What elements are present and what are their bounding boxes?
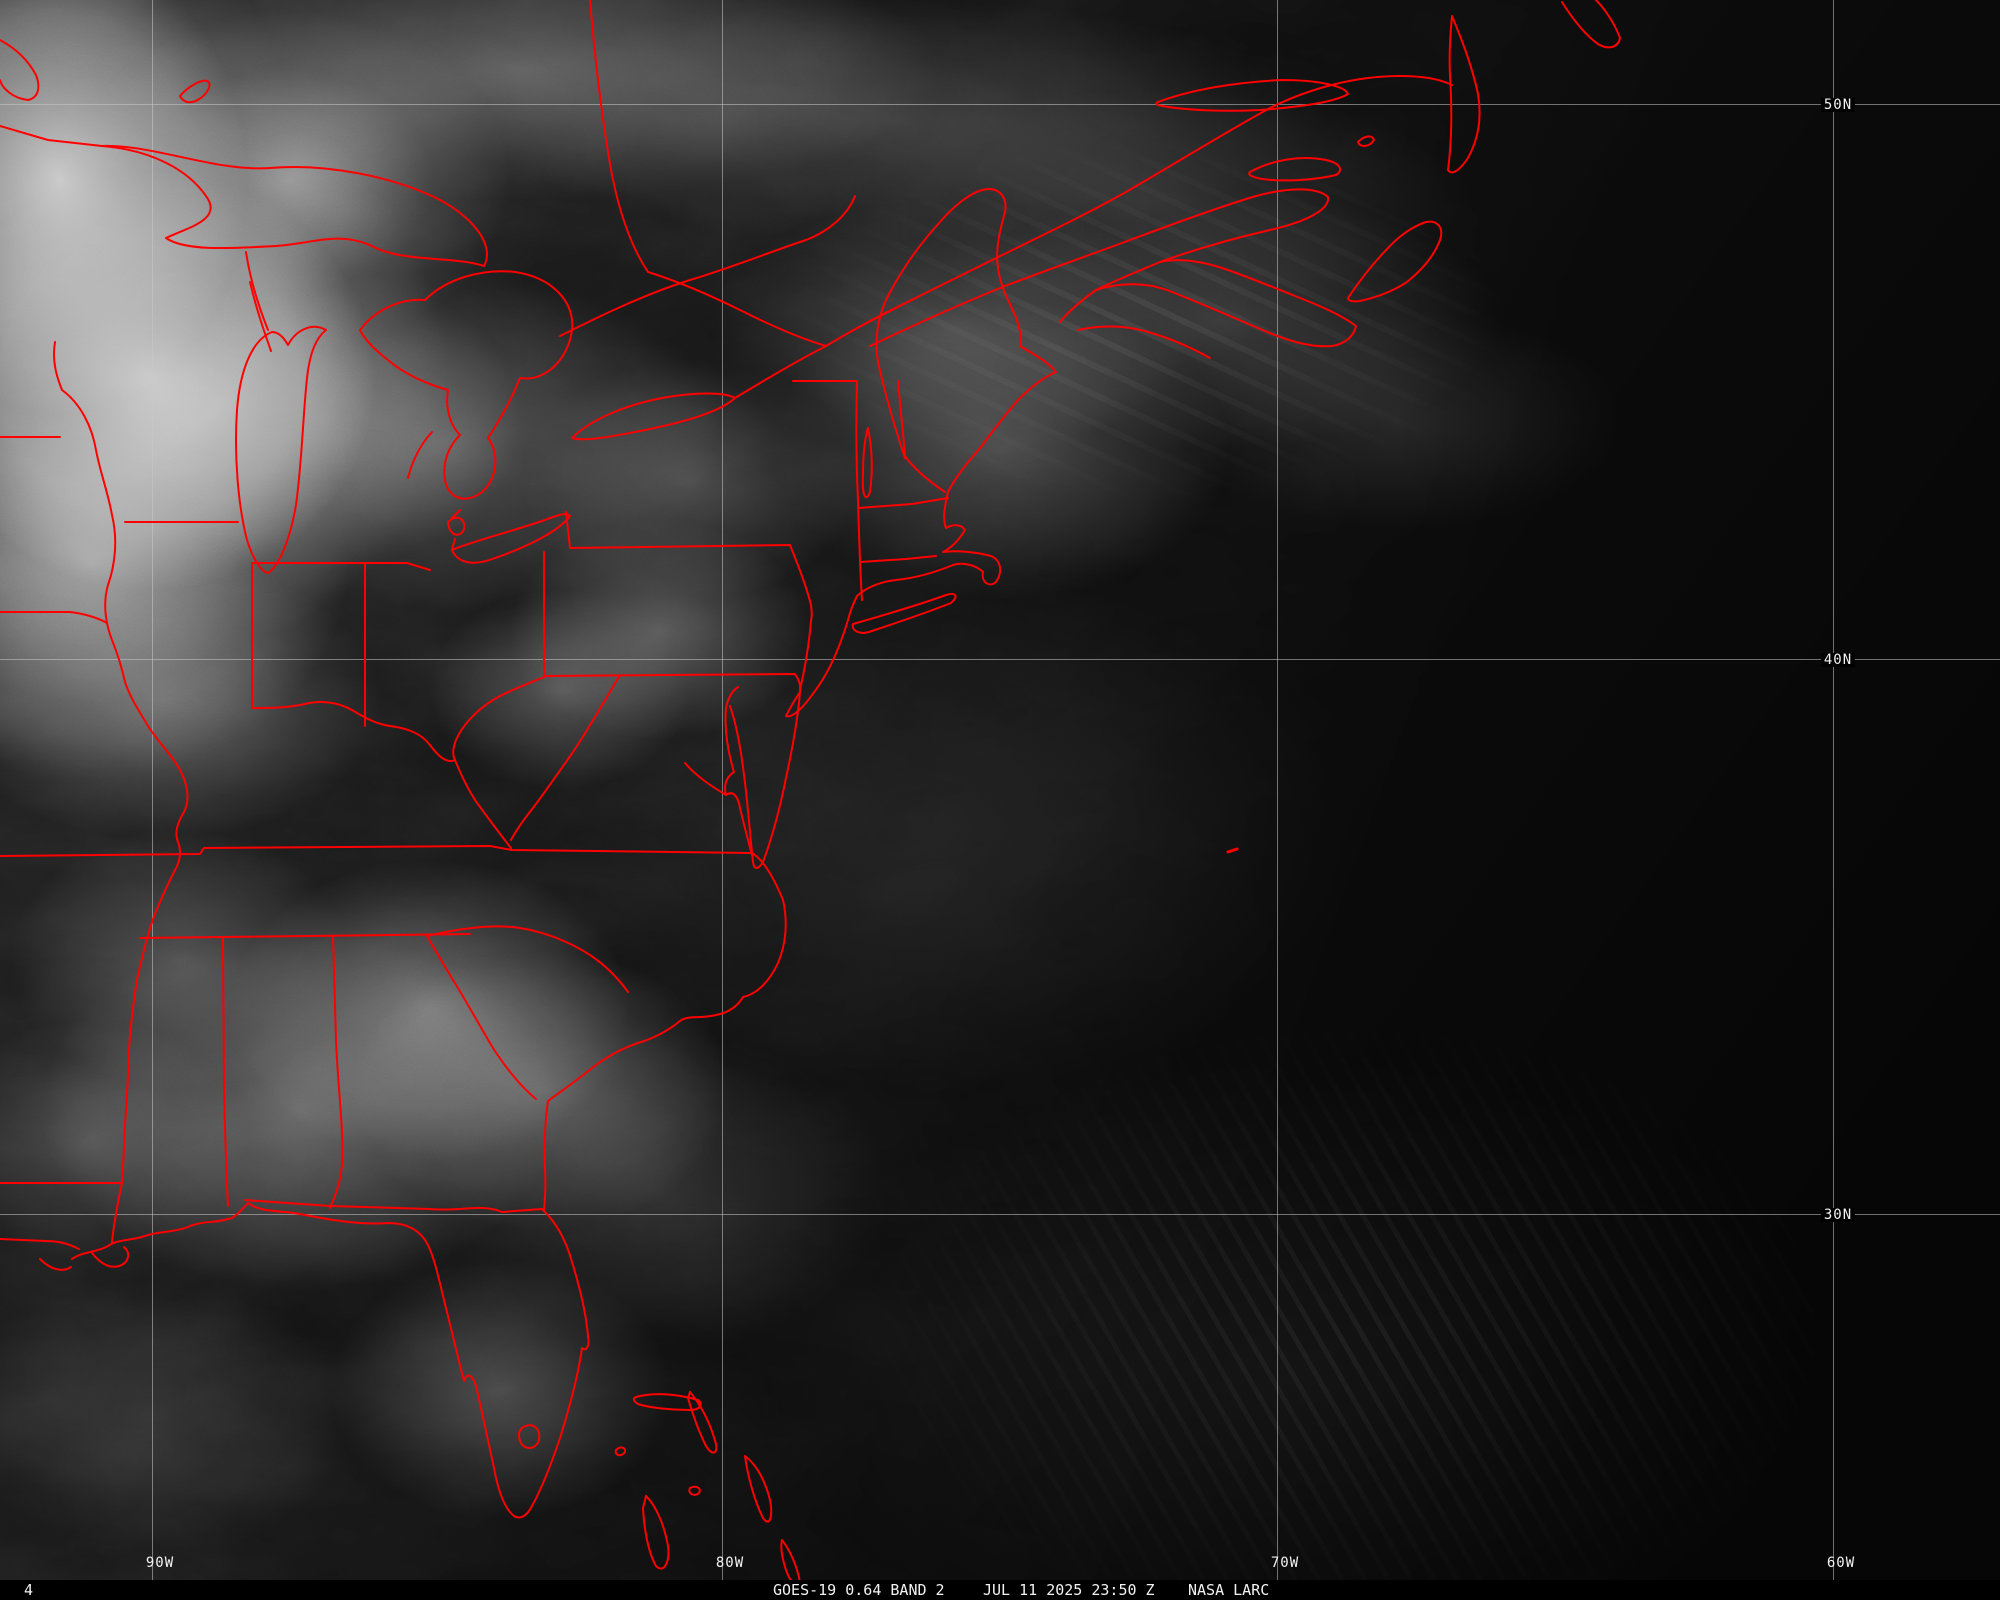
boundary-mason-dixon	[543, 673, 802, 693]
boundary-nj-coast	[785, 619, 849, 718]
boundary-nb-nova-scotia	[1077, 259, 1357, 359]
boundary-iowa-borders	[0, 436, 108, 624]
meridian-line-60W	[1833, 0, 1834, 1580]
boundary-ms-al-border	[222, 937, 229, 1207]
meridian-label-70W: 70W	[1270, 1555, 1300, 1571]
boundary-ga-sc-border	[426, 935, 537, 1100]
boundary-long-island	[851, 593, 957, 634]
boundary-al-ga-border	[329, 935, 344, 1209]
boundary-35n-state-line	[139, 933, 471, 939]
meridian-line-80W	[722, 0, 723, 1580]
boundary-delmarva-chesapeake	[684, 686, 801, 869]
boundary-mississippi-river	[52, 341, 189, 1243]
boundary-gulf-coast	[0, 1202, 249, 1271]
boundary-maine-borders	[875, 188, 1022, 459]
boundary-saginaw-bay	[407, 431, 433, 479]
boundary-qc-north-shore	[849, 75, 1453, 333]
boundary-lake-superior	[101, 144, 488, 267]
boundary-nc-sc-border	[426, 925, 629, 993]
caption-datetime: JUL 11 2025 23:50 Z	[983, 1581, 1155, 1599]
caption-product: GOES-19 0.64 BAND 2	[773, 1581, 945, 1599]
meridian-label-80W: 80W	[715, 1555, 745, 1571]
boundary-magdalen	[1357, 135, 1375, 147]
parallel-line-30N	[0, 1214, 2000, 1215]
boundary-ohio-river	[251, 676, 545, 762]
boundary-lake-st-clair	[447, 509, 466, 550]
boundary-ny-pa-nj	[565, 511, 813, 691]
parallel-line-50N	[0, 104, 2000, 105]
boundary-florida	[247, 1202, 590, 1519]
boundary-ky-va-border	[474, 799, 512, 849]
boundary-mi-wi-border	[245, 251, 269, 331]
boundary-lake-huron	[359, 270, 574, 500]
boundary-wv-va-border	[510, 674, 621, 841]
boundary-lake-champlain	[861, 427, 873, 499]
parallel-label-30N: 30N	[1820, 1208, 1856, 1222]
boundary-cape-breton	[1347, 220, 1443, 303]
meridian-line-70W	[1277, 0, 1278, 1580]
boundary-big-sandy	[454, 759, 476, 801]
boundary-new-england-coast	[847, 491, 1002, 621]
boundary-lake-erie	[451, 513, 571, 564]
boundary-intl-border-west	[0, 125, 103, 147]
boundary-lake-ontario	[571, 392, 736, 441]
boundary-gaspe	[869, 188, 1330, 347]
boundary-anticosti	[1155, 79, 1349, 112]
boundary-st-lawrence	[734, 297, 917, 399]
boundary-bahamas	[614, 1391, 801, 1580]
boundary-ottawa-river	[559, 195, 856, 337]
boundary-lake-michigan	[235, 325, 327, 574]
parallel-line-40N	[0, 659, 2000, 660]
boundary-on-qc-border	[589, 0, 827, 347]
boundary-maine-coast	[947, 345, 1057, 493]
boundary-36-30-parallel	[0, 845, 753, 857]
boundary-ga-fl-border	[244, 1199, 543, 1213]
boundary-nfld-north-fragment	[1561, 0, 1621, 49]
boundary-southeast-coast	[543, 852, 787, 1211]
caption-bar: 4 GOES-19 0.64 BAND 2 JUL 11 2025 23:50 …	[0, 1580, 2000, 1600]
meridian-label-60W: 60W	[1826, 1555, 1856, 1571]
caption-credit: NASA LARC	[1188, 1581, 1270, 1599]
meridian-line-90W	[152, 0, 153, 1580]
boundary-green-bay	[249, 281, 272, 352]
boundary-nw-corner-fragment	[0, 39, 40, 101]
atlantic-red-speck	[1226, 847, 1239, 854]
parallel-label-40N: 40N	[1820, 653, 1856, 667]
parallel-label-50N: 50N	[1820, 98, 1856, 112]
boundary-isle-royale	[179, 79, 211, 104]
meridian-label-90W: 90W	[145, 1555, 175, 1571]
boundary-newfoundland-sw	[1447, 15, 1481, 174]
boundary-midwest-state-lines	[251, 562, 431, 727]
frame-number: 4	[24, 1581, 34, 1599]
boundary-new-england-borders	[855, 380, 949, 601]
boundary-lake-okeechobee	[517, 1424, 541, 1449]
boundary-pei	[1248, 157, 1342, 182]
